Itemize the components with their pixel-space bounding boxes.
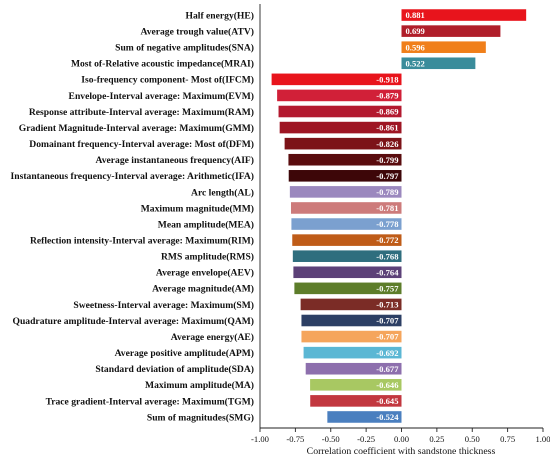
category-label: Average positive amplitude(APM) xyxy=(115,348,254,359)
bar xyxy=(277,89,402,102)
category-label: Iso-frequency component- Most of(IFCM) xyxy=(81,75,254,86)
category-label: Most of-Relative acoustic impedance(MRAI… xyxy=(71,59,254,70)
x-tick-label: -0.50 xyxy=(322,434,340,444)
x-axis: -1.00 -0.75 -0.50 -0.25 0.00 0.25 0.50 0.75 1.00 xyxy=(251,4,550,444)
bar xyxy=(401,25,501,37)
value-label: -0.645 xyxy=(376,396,398,406)
bar xyxy=(271,73,402,86)
value-label: -0.707 xyxy=(376,316,399,326)
category-label: Standard deviation of amplitude(SDA) xyxy=(95,364,254,375)
category-label: Trace gradient-Interval average: Maximum… xyxy=(46,396,254,407)
x-tick-label: -0.75 xyxy=(286,434,304,444)
bar xyxy=(310,379,402,391)
bar xyxy=(300,298,402,311)
value-label: -0.789 xyxy=(376,187,398,197)
value-label: -0.861 xyxy=(376,123,398,133)
bar xyxy=(290,202,402,214)
value-label: -0.713 xyxy=(376,300,398,310)
value-label: 0.881 xyxy=(406,10,425,20)
value-label: 0.699 xyxy=(406,26,425,36)
value-label: -0.799 xyxy=(376,155,398,165)
bar xyxy=(401,9,527,21)
value-label: -0.764 xyxy=(376,267,399,277)
value-label: 0.522 xyxy=(406,58,425,68)
bar xyxy=(294,282,402,295)
bar xyxy=(292,250,402,262)
value-label: -0.772 xyxy=(376,235,398,245)
category-label: RMS amplitude(RMS) xyxy=(161,252,254,263)
bar xyxy=(279,121,402,134)
category-label: Average energy(AE) xyxy=(171,332,254,343)
category-label: Envelope-Interval average: Maximum(EVM) xyxy=(69,91,254,102)
category-label: Average magnitude(AM) xyxy=(152,284,254,295)
category-label: Sum of magnitudes(SMG) xyxy=(147,412,254,423)
bar xyxy=(305,362,402,375)
value-label: -0.677 xyxy=(376,364,399,374)
x-tick-label: -0.25 xyxy=(357,434,375,444)
x-tick-label: 0.00 xyxy=(394,434,409,444)
value-label: -0.826 xyxy=(376,139,399,149)
bar xyxy=(288,153,402,166)
bar xyxy=(401,57,476,70)
bar xyxy=(293,266,402,279)
value-label: -0.768 xyxy=(376,251,399,261)
bar xyxy=(327,411,402,423)
category-label: Half energy(HE) xyxy=(186,10,254,21)
category-label: Sweetness-Interval average: Maximum(SM) xyxy=(73,300,254,311)
bar xyxy=(291,218,402,230)
bars-layer xyxy=(271,9,527,423)
bar xyxy=(401,41,486,53)
category-label: Average instantaneous frequency(AIF) xyxy=(96,155,254,166)
category-label: Arc length(AL) xyxy=(191,187,254,198)
value-label: -0.797 xyxy=(376,171,399,181)
category-label: Average trough value(ATV) xyxy=(140,27,254,38)
value-label: -0.781 xyxy=(376,203,398,213)
value-label: -0.646 xyxy=(376,380,399,390)
x-tick-label: 0.50 xyxy=(465,434,480,444)
category-label: Reflection intensity-Interval average: M… xyxy=(30,236,254,247)
category-label: Sum of negative amplitudes(SNA) xyxy=(115,43,254,54)
value-label: -0.918 xyxy=(376,74,399,84)
category-label: Maximum magnitude(MM) xyxy=(141,203,254,214)
bar xyxy=(284,137,402,150)
value-label: -0.869 xyxy=(376,107,398,117)
category-labels: Half energy(HE) Average trough value(ATV)… xyxy=(11,10,254,423)
category-label: Quadrature amplitude-Interval average: M… xyxy=(13,316,255,327)
bar xyxy=(289,186,402,198)
value-label: -0.778 xyxy=(376,219,399,229)
x-tick-label: -1.00 xyxy=(251,434,269,444)
value-label: -0.707 xyxy=(376,332,399,342)
bar xyxy=(301,314,402,327)
value-label: -0.524 xyxy=(376,412,399,422)
value-label: -0.757 xyxy=(376,283,399,293)
bar xyxy=(301,330,402,343)
category-label: Instantaneous frequency-Interval average… xyxy=(11,171,254,182)
bar xyxy=(310,395,402,407)
bar xyxy=(288,170,402,182)
bar xyxy=(278,105,402,118)
value-label: -0.692 xyxy=(376,348,398,358)
x-tick-label: 1.00 xyxy=(535,434,550,444)
value-labels: 0.881 0.699 0.596 0.522 -0.918 -0.879 -0.869 -0… xyxy=(376,10,425,422)
x-tick-label: 0.25 xyxy=(429,434,444,444)
bar xyxy=(292,234,402,246)
category-label: Average envelope(AEV) xyxy=(156,268,254,279)
category-label: Mean amplitude(MEA) xyxy=(158,219,254,230)
category-label: Maximum amplitude(MA) xyxy=(145,380,254,391)
category-label: Gradient Magnitude-Interval average: Max… xyxy=(19,123,254,134)
x-tick-label: 0.75 xyxy=(500,434,515,444)
category-label: Response attribute-Interval average: Max… xyxy=(29,107,254,118)
category-label: Domainant frequency-Interval average: Mo… xyxy=(29,139,254,150)
x-axis-title: Correlation coefficient with sandstone t… xyxy=(307,446,496,457)
value-label: 0.596 xyxy=(406,42,426,52)
bar xyxy=(303,346,402,359)
value-label: -0.879 xyxy=(376,91,398,101)
